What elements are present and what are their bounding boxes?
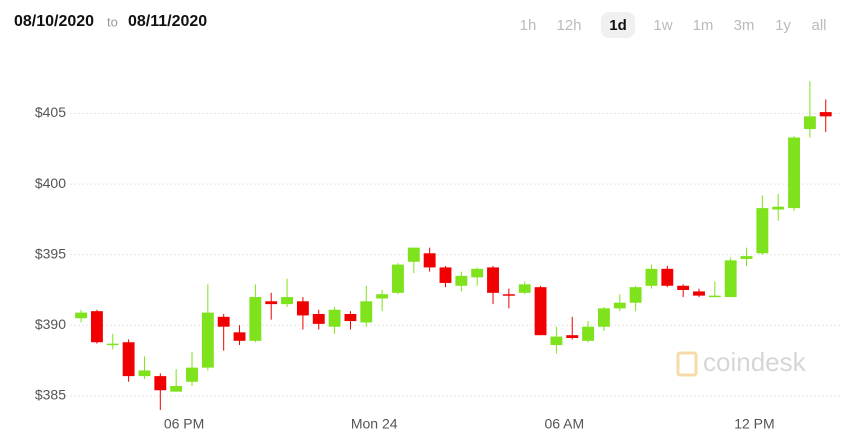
- candle-body: [613, 302, 626, 309]
- date-from: 08/10/2020: [14, 13, 94, 30]
- candle-body: [106, 343, 119, 346]
- y-tick-label: $405: [35, 104, 66, 120]
- candle-body: [392, 264, 404, 293]
- candle-body: [455, 275, 468, 286]
- candle-body: [693, 291, 705, 296]
- interval-button[interactable]: 12h: [556, 17, 581, 34]
- y-tick-label: $400: [35, 175, 66, 191]
- candle-body: [90, 311, 103, 343]
- candle-body: [502, 294, 515, 296]
- candle-body: [803, 116, 816, 130]
- candle-body: [819, 112, 832, 117]
- candle-body: [772, 206, 785, 210]
- candle-body: [582, 326, 595, 341]
- candle-body: [724, 260, 737, 298]
- candle-body: [328, 309, 341, 327]
- watermark-logo: [676, 351, 698, 377]
- candle-body: [439, 267, 452, 283]
- candle-body: [788, 137, 800, 209]
- x-tick-label: Mon 24: [351, 416, 398, 432]
- candle-body: [122, 342, 135, 377]
- candle-body: [217, 316, 230, 327]
- candle-body: [296, 301, 309, 316]
- candle-body: [423, 253, 436, 268]
- x-tick-label: 06 PM: [164, 416, 204, 432]
- candle-body: [708, 295, 721, 298]
- selected-interval-bg: [601, 12, 635, 38]
- candle-body: [281, 297, 293, 305]
- candle-body: [661, 268, 674, 286]
- x-tick-label: 06 AM: [544, 416, 584, 432]
- candle-body: [645, 268, 658, 286]
- interval-button[interactable]: 1h: [520, 17, 537, 34]
- candle-body: [597, 308, 610, 327]
- interval-button[interactable]: 1w: [653, 17, 672, 34]
- interval-button[interactable]: 3m: [734, 17, 755, 34]
- candle-body: [534, 287, 547, 336]
- candle-body: [249, 297, 262, 341]
- candle-body: [566, 335, 579, 338]
- candle-body: [186, 367, 198, 382]
- candle-body: [312, 314, 325, 324]
- interval-button[interactable]: 1y: [775, 17, 791, 34]
- interval-button[interactable]: 1m: [693, 17, 714, 34]
- y-tick-label: $390: [35, 316, 66, 332]
- candle-body: [376, 294, 389, 299]
- candle-body: [518, 284, 531, 293]
- candle-body: [138, 370, 151, 377]
- candle-body: [550, 336, 563, 346]
- date-separator: to: [107, 14, 118, 29]
- candle-body: [756, 208, 769, 254]
- candle-body: [360, 301, 373, 323]
- candle-body: [629, 287, 642, 303]
- x-tick-label: 12 PM: [734, 416, 774, 432]
- candle-body: [677, 285, 690, 290]
- interval-button[interactable]: 1d: [609, 17, 627, 34]
- y-tick-label: $385: [35, 387, 66, 403]
- watermark: coindesk: [703, 347, 807, 377]
- candle-body: [170, 386, 183, 392]
- candle-body: [154, 376, 167, 391]
- candle-body: [740, 256, 753, 259]
- candle-body: [471, 268, 484, 278]
- candle-body: [407, 247, 420, 262]
- candle-body: [265, 301, 278, 305]
- candle-body: [487, 267, 499, 293]
- candle-body: [344, 314, 357, 322]
- candle-body: [233, 332, 246, 341]
- candle-body: [75, 312, 88, 319]
- y-tick-label: $395: [35, 245, 66, 261]
- interval-button[interactable]: all: [811, 17, 826, 34]
- candle-body: [201, 312, 214, 368]
- date-to: 08/11/2020: [128, 13, 207, 30]
